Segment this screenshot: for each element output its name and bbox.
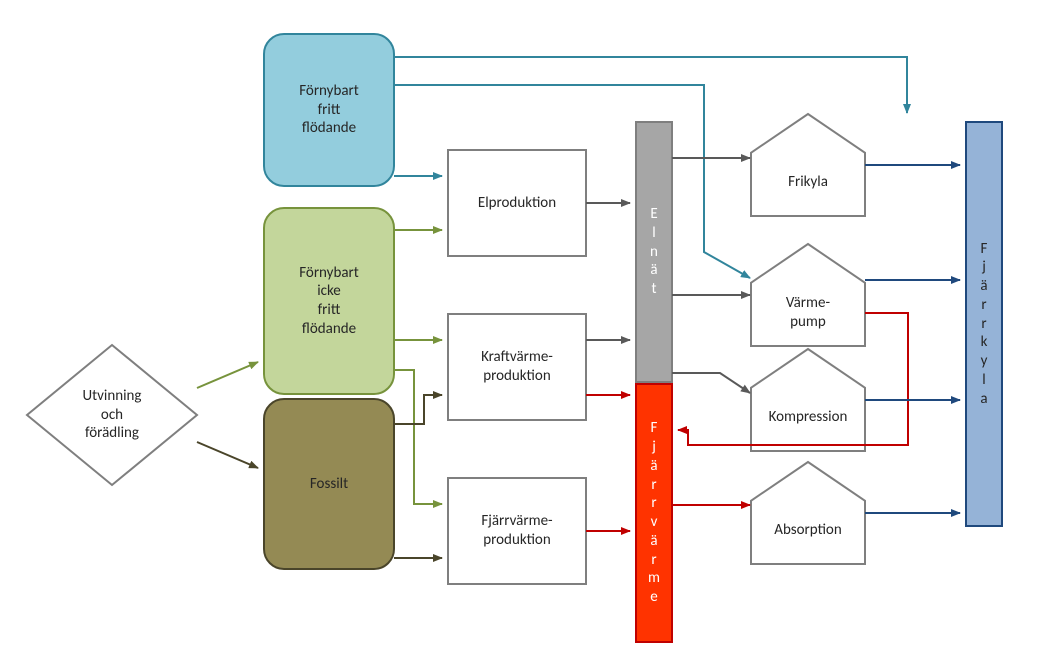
- node-frikyla: Frikyla: [751, 155, 865, 211]
- node-frikyla-label: Frikyla: [788, 173, 828, 192]
- node-ff-label: Förnybartfrittflödande: [299, 82, 359, 138]
- node-kompr-label: Kompression: [769, 408, 848, 427]
- node-kvarme: Kraftvärme-produktion: [448, 314, 586, 420]
- node-elprod-label: Elproduktion: [478, 194, 556, 213]
- edge-fossilt-to-kvarme: [394, 395, 442, 424]
- node-elnat-label: Elnät: [650, 205, 658, 299]
- node-fjarrvarme: Fjärrvärme: [636, 384, 672, 642]
- node-elnat: Elnät: [636, 122, 672, 382]
- node-varmepump: Värme-pump: [751, 285, 865, 341]
- node-fossilt: Fossilt: [264, 399, 394, 569]
- node-kvarme-label: Kraftvärme-produktion: [481, 348, 553, 386]
- node-fjarrvarme-label: Fjärrvärme: [648, 419, 660, 607]
- node-diamond: Utvinningochförädling: [52, 385, 172, 445]
- node-elprod: Elproduktion: [448, 150, 586, 256]
- node-ficke-label: Förnybartickefrittflödande: [299, 264, 359, 339]
- node-fjprod: Fjärrvärme-produktion: [448, 478, 586, 584]
- edge-diamond-to-ficke: [197, 362, 258, 388]
- edge-ficke-to-fjprod: [394, 370, 442, 504]
- edge-elnat-to-kompr: [672, 373, 750, 393]
- node-kompr: Kompression: [751, 390, 865, 446]
- node-ff: Förnybartfrittflödande: [264, 34, 394, 186]
- node-absorp: Absorption: [751, 503, 865, 559]
- node-fossilt-label: Fossilt: [310, 475, 348, 494]
- node-fjarrkyla: Fjärrkyla: [966, 122, 1002, 526]
- node-absorp-label: Absorption: [774, 521, 841, 540]
- edge-diamond-to-fossilt: [197, 442, 258, 468]
- node-diamond-label: Utvinningochförädling: [82, 387, 141, 443]
- node-fjarrkyla-label: Fjärrkyla: [980, 240, 987, 409]
- node-varmepump-label: Värme-pump: [786, 294, 830, 332]
- node-fjprod-label: Fjärrvärme-produktion: [481, 512, 552, 550]
- node-ficke: Förnybartickefrittflödande: [264, 208, 394, 394]
